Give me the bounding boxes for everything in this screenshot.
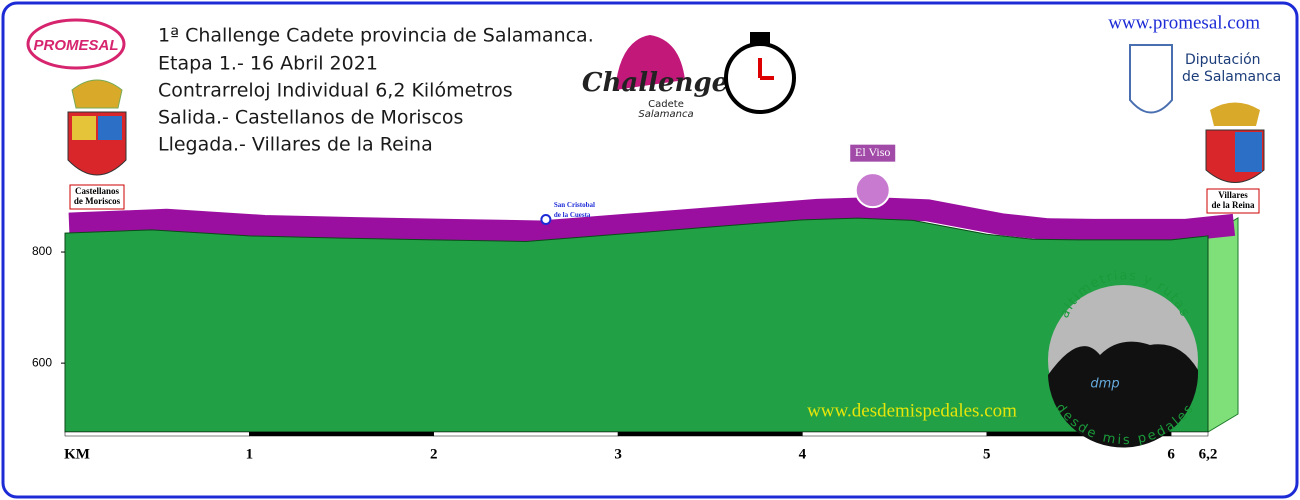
sponsor-crest	[1129, 44, 1173, 114]
title-line: Salida.- Castellanos de Moriscos	[158, 107, 463, 129]
annotation: El Viso	[855, 145, 890, 159]
y-tick-label: 600	[32, 355, 52, 369]
side-face	[1207, 217, 1239, 433]
finish-box	[1206, 188, 1260, 214]
x-tick-label: 3	[614, 446, 622, 462]
title-line: Llegada.- Villares de la Reina	[158, 134, 433, 156]
website: www.promesal.com	[1108, 12, 1260, 33]
watermark: www.desdemispedales.com	[807, 400, 1017, 421]
finish-label: de la Reina	[1211, 200, 1255, 210]
title-line: Etapa 1.- 16 Abril 2021	[158, 53, 378, 75]
km-segment	[1170, 431, 1209, 437]
start-box	[69, 184, 125, 210]
annotation: de la Cuesta	[554, 211, 591, 219]
annotation-box	[849, 143, 897, 163]
x-tick-label: 1	[246, 446, 254, 462]
promesal-logo	[26, 18, 126, 70]
finish-crest	[1205, 102, 1265, 183]
x-tick-label: 6	[1167, 446, 1175, 462]
dmp-mark: dmp	[1090, 377, 1119, 392]
start-label: Castellanos	[75, 186, 120, 196]
sponsor-text: de Salamanca	[1182, 69, 1281, 85]
km-segment	[249, 431, 434, 437]
summit-marker	[854, 172, 891, 209]
promesal-text: PROMESAL	[33, 37, 118, 54]
challenge-text: Challenge	[582, 68, 728, 98]
km-segment	[64, 431, 250, 437]
finish-label: Villares	[1218, 190, 1248, 200]
km-segment	[802, 431, 988, 437]
stopwatch-icon	[724, 32, 796, 114]
km-segment	[433, 431, 619, 437]
title-line: Contrarreloj Individual 6,2 Kilómetros	[158, 80, 513, 102]
x-tick-label: 4	[799, 446, 807, 462]
profile-band	[68, 197, 1236, 243]
x-tick-label: 5	[983, 446, 991, 462]
km-segment	[617, 431, 803, 437]
profile-area	[64, 217, 1209, 433]
plot-area: 800 600 KM 1 2 3 4 5 6 6,2 San Cristobal de la Cues…	[32, 143, 1239, 462]
challenge-text: Salamanca	[638, 109, 693, 120]
title-line: 1ª Challenge Cadete provincia de Salaman…	[158, 25, 594, 47]
dmp-logo: altimetrias y rutas desde mis pedales dm…	[1048, 268, 1199, 448]
pass-marker	[540, 213, 552, 225]
y-tick-label: 800	[32, 244, 52, 258]
start-crest	[67, 79, 127, 176]
x-tick-label: 6,2	[1199, 446, 1218, 462]
annotation: San Cristobal	[554, 201, 595, 209]
sponsor-text: Diputación	[1185, 52, 1261, 68]
challenge-rider	[615, 35, 685, 90]
x-tick-label: KM	[64, 446, 90, 462]
start-label: de Moriscos	[74, 196, 121, 206]
x-tick-label: 2	[430, 446, 438, 462]
challenge-text: Cadete	[648, 99, 684, 110]
